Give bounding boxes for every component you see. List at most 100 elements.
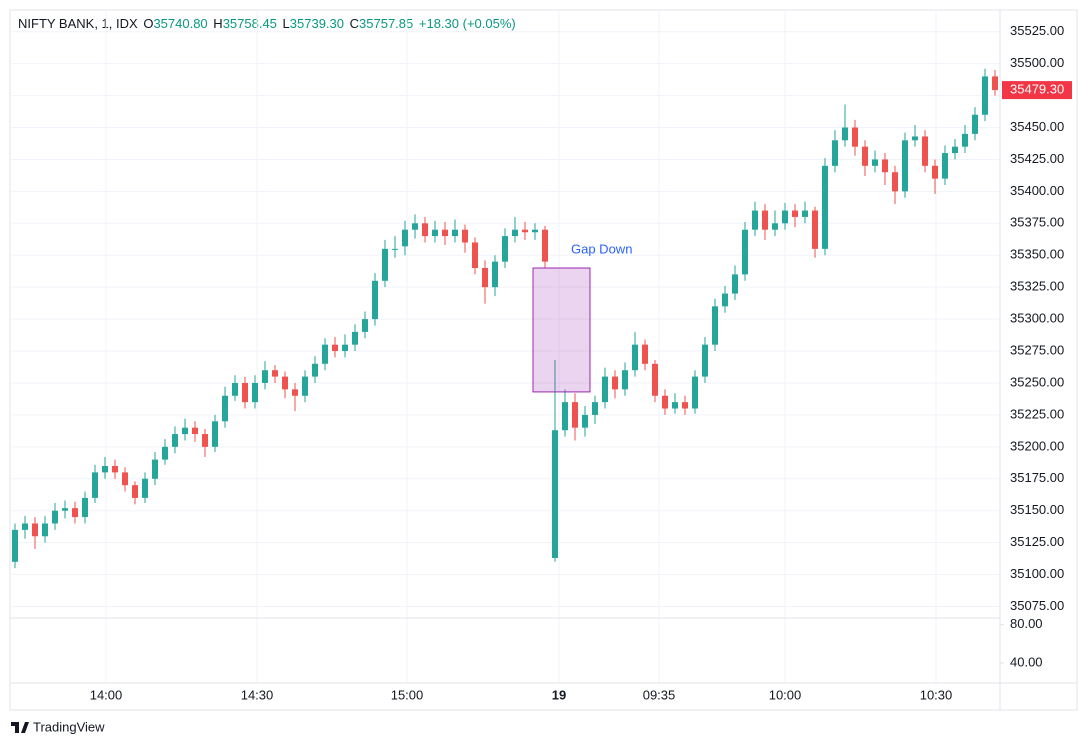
candle-body [192,427,198,435]
candle-body [862,146,868,166]
candle-body [152,459,158,479]
y-tick-label: 35100.00 [1010,566,1064,581]
gap-label: Gap Down [571,241,632,256]
candle-body [332,344,338,352]
x-tick-label: 14:00 [90,687,123,702]
y-tick-label: 35500.00 [1010,55,1064,70]
candle-body [422,223,428,237]
candle-body [722,293,728,307]
candle-body [982,76,988,115]
candle-body [742,229,748,275]
candle-body [762,210,768,230]
candle-body [112,466,118,473]
candle-body [142,478,148,498]
y-tick-label: 35275.00 [1010,342,1064,357]
candle-body [482,268,488,288]
x-tick-label: 19 [552,687,566,702]
candle-body [202,434,208,447]
candle-body [812,210,818,249]
candle-body [912,136,918,141]
candle-body [22,523,28,530]
x-tick-label: 10:30 [920,687,953,702]
high: 35758.45 [223,16,277,31]
candle-body [82,497,88,518]
candle-body [372,280,378,320]
x-tick-label: 10:00 [769,687,802,702]
candle-body [682,402,688,409]
y-tick-label: 35375.00 [1010,215,1064,230]
l-label: L [283,16,290,31]
candle-body [462,229,468,243]
y-tick-label: 35125.00 [1010,534,1064,549]
candle-body [772,223,778,230]
candle-body [42,523,48,537]
y-tick-label: 35150.00 [1010,502,1064,517]
candle-body [132,485,138,498]
candle-body [802,210,808,217]
candle-body [532,229,538,233]
candle-body [352,331,358,345]
candle-body [262,370,268,383]
candle-body [12,529,18,562]
frame [9,9,1078,711]
y-tick-label: 35425.00 [1010,151,1064,166]
y-tick-label: 35175.00 [1010,470,1064,485]
candle-body [592,402,598,415]
candle-body [612,376,618,390]
candle-body [472,242,478,269]
candle-body [322,344,328,364]
candle-body [382,248,388,281]
y-tick-label: 35225.00 [1010,406,1064,421]
logo[interactable]: TradingView [11,719,105,734]
x-tick-label: 15:00 [391,687,424,702]
y-tick-label: 35250.00 [1010,374,1064,389]
x-tick-label: 14:30 [241,687,274,702]
candle-body [832,140,838,166]
candle-body [972,114,978,134]
candle-body [102,466,108,473]
candle-body [892,172,898,192]
candle-body [822,165,828,249]
candle-body [622,370,628,390]
candle-body [502,236,508,262]
candle-body [732,274,738,294]
low: 35739.30 [290,16,344,31]
candle-body [412,223,418,230]
last-price-box [1002,81,1072,100]
h-label: H [213,16,222,31]
candle-body [222,395,228,422]
candle-body [932,165,938,179]
x-tick-label: 09:35 [643,687,676,702]
candle-body [572,402,578,428]
y-tick-label: 35325.00 [1010,279,1064,294]
candle-body [242,382,248,403]
candle-body [182,427,188,435]
y-tick-label: 35300.00 [1010,311,1064,326]
candle-body [582,414,588,428]
candle-body [172,434,178,447]
candle-body [342,344,348,352]
symbol: NIFTY BANK, 1, IDX [18,16,138,31]
gap-box [532,267,591,393]
candle-body [122,472,128,486]
y-tick-label: 35200.00 [1010,438,1064,453]
candle-body [452,229,458,237]
candle-body [672,402,678,409]
legend: NIFTY BANK, 1, IDX O35740.80 H35758.45 L… [18,16,516,31]
candle-body [62,508,68,511]
change: +18.30 (+0.05%) [419,16,516,31]
candle-body [402,229,408,247]
candle-body [752,210,758,230]
candle-body [922,136,928,166]
candle-body [362,319,368,332]
candle-body [642,344,648,364]
candle-body [282,376,288,390]
candle-body [952,146,958,154]
candle-body [552,430,558,558]
candle-body [442,229,448,237]
last-price-label: 35479.30 [1010,82,1064,97]
candle-body [992,76,998,91]
logo-icon [11,722,29,733]
candle-body [72,508,78,518]
